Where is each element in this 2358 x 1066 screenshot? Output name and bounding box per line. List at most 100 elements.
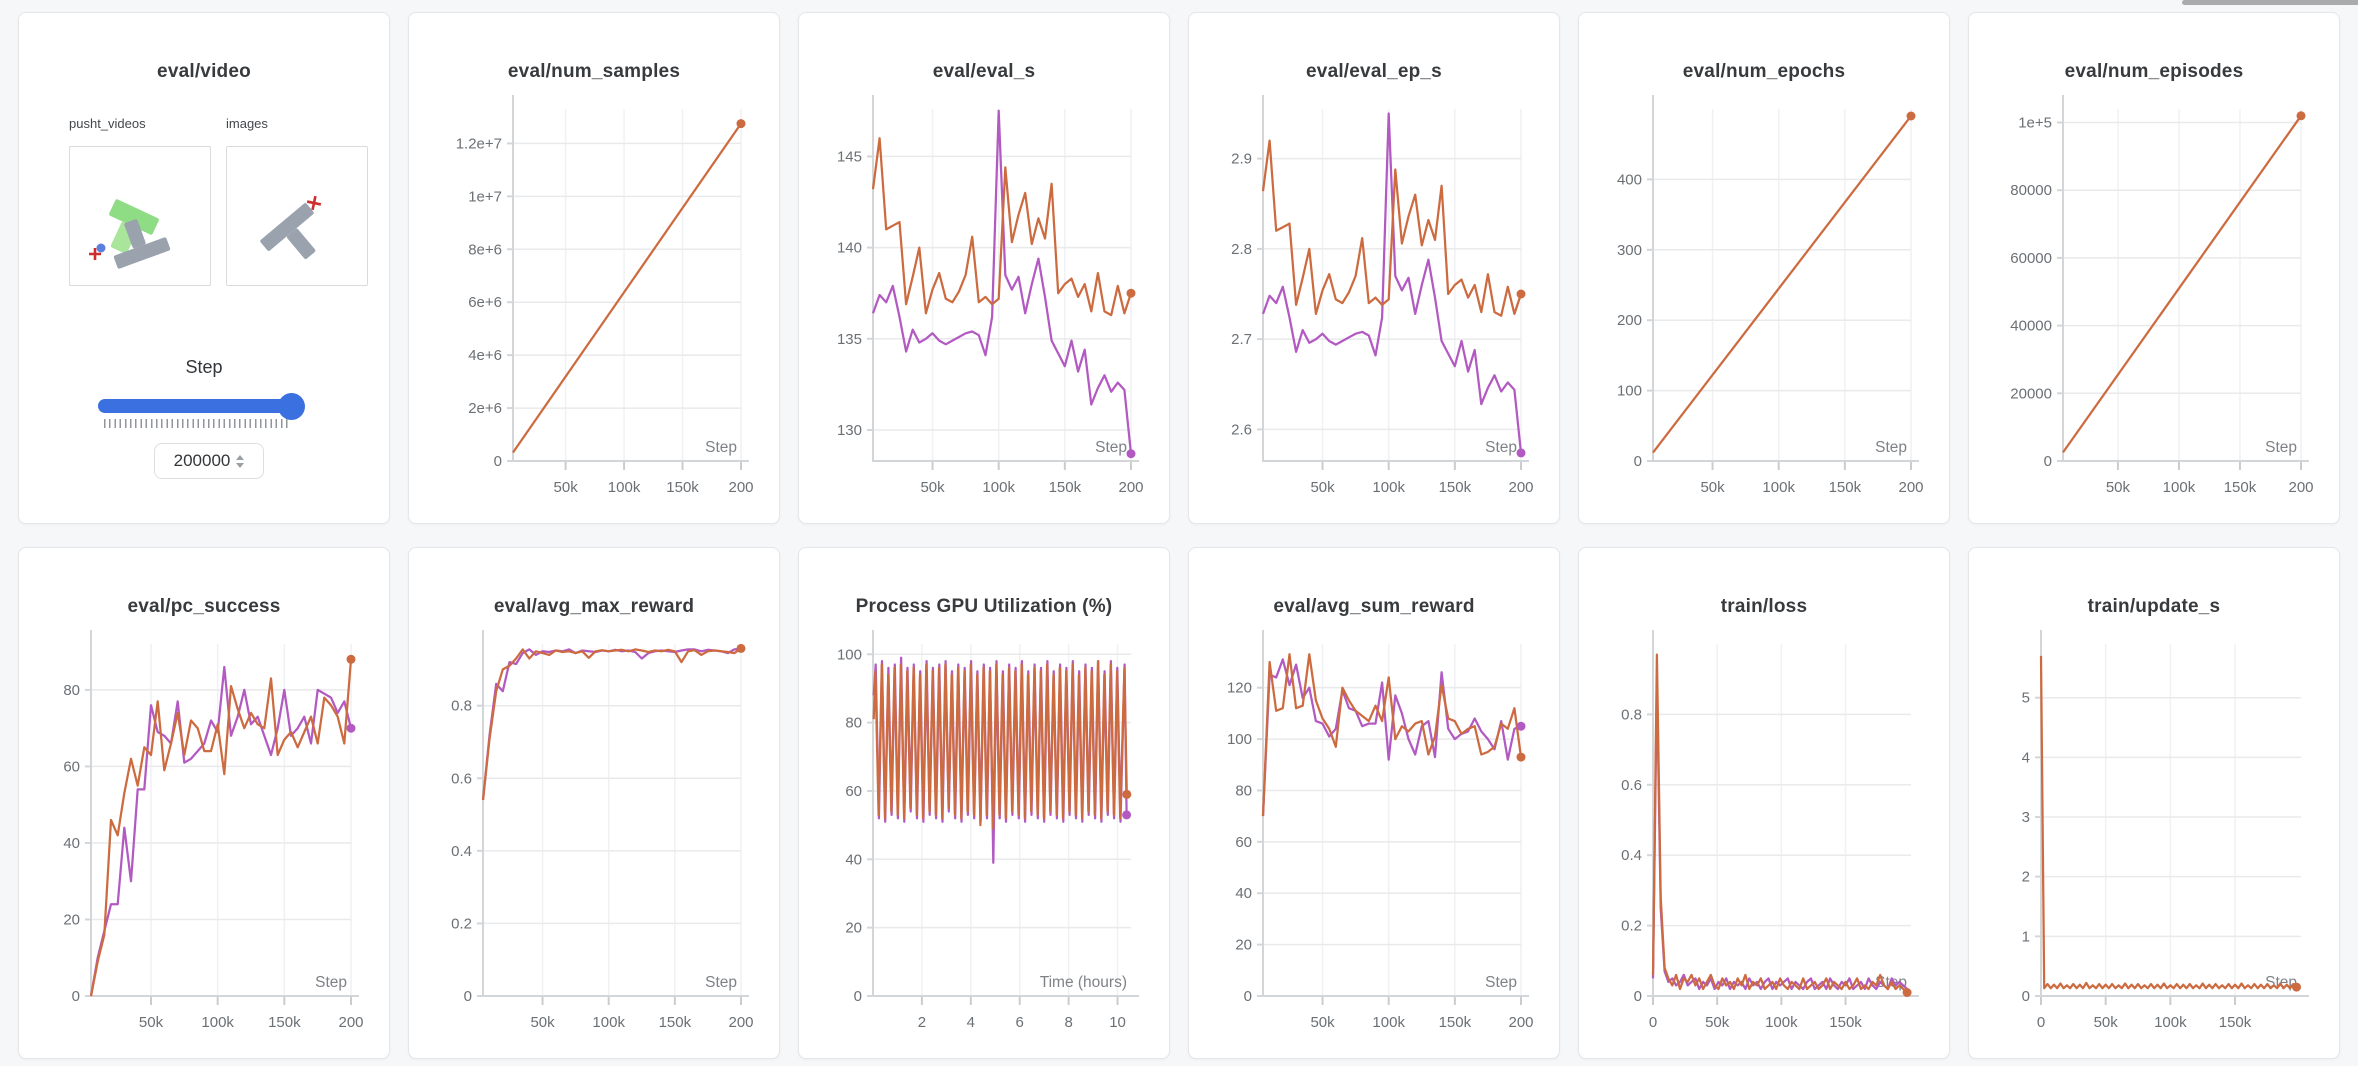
series-end-dot-orange — [1516, 752, 1526, 762]
chart-title: Process GPU Utilization (%) — [855, 596, 1113, 617]
svg-text:150k: 150k — [2219, 1014, 2252, 1031]
series-end-dot-orange — [736, 643, 746, 653]
agent-dot — [96, 243, 106, 253]
svg-text:150k: 150k — [659, 1014, 692, 1031]
svg-text:0.4: 0.4 — [451, 843, 472, 860]
svg-text:4e+6: 4e+6 — [468, 347, 502, 364]
line-chart-pc_success[interactable]: 0 20 40 60 80 50k 100k 150k 200 Step — [19, 548, 390, 1059]
svg-text:40: 40 — [1235, 885, 1252, 902]
series-end-dot-purple — [1516, 721, 1526, 731]
chart-panel-num_samples: eval/num_samples 0 2e+6 4e+6 6e+6 8e+6 1e+7 1.2… — [408, 12, 780, 524]
line-chart-eval_ep_s[interactable]: 2.6 2.7 2.8 2.9 50k 100k 150k 200 Step — [1189, 13, 1560, 524]
chart-title: eval/num_epochs — [1682, 61, 1846, 82]
svg-text:120: 120 — [1227, 680, 1252, 697]
line-chart-num_epochs[interactable]: 0 100 200 300 400 50k 100k 150k 200 Step — [1579, 13, 1950, 524]
svg-text:5: 5 — [2022, 690, 2030, 707]
svg-text:150k: 150k — [666, 479, 699, 496]
svg-text:80: 80 — [845, 715, 862, 732]
panel-eval-video: eval/video pusht_videos images — [18, 12, 390, 524]
svg-text:0: 0 — [1244, 988, 1252, 1005]
svg-text:150k: 150k — [1049, 479, 1082, 496]
svg-text:0: 0 — [1634, 453, 1642, 470]
line-chart-avg_sum_reward[interactable]: 0 20 40 60 80 100 120 50k 100k 150k 200 Step — [1189, 548, 1560, 1059]
svg-text:100: 100 — [837, 646, 862, 663]
series-line-purple — [481, 647, 742, 801]
svg-text:2.7: 2.7 — [1231, 331, 1252, 348]
panel-title: eval/video — [157, 61, 251, 82]
step-slider-ticks — [104, 419, 290, 428]
svg-text:0: 0 — [1634, 988, 1642, 1005]
svg-text:300: 300 — [1617, 242, 1642, 259]
chart-title: eval/num_episodes — [2064, 61, 2244, 82]
svg-text:0: 0 — [464, 988, 472, 1005]
series-line-orange — [871, 137, 1133, 317]
x-axis-label: Time (hours) — [1040, 974, 1127, 991]
series-line-purple — [1651, 678, 1908, 991]
chart-title: eval/pc_success — [127, 596, 281, 617]
x-axis-label: Step — [705, 439, 737, 456]
svg-text:4: 4 — [967, 1014, 975, 1031]
series-end-dot-purple — [1516, 448, 1526, 458]
svg-text:2: 2 — [918, 1014, 926, 1031]
x-axis-label: Step — [1485, 974, 1517, 991]
chart-title: eval/eval_s — [932, 61, 1036, 82]
svg-text:2.9: 2.9 — [1231, 151, 1252, 168]
svg-text:0.8: 0.8 — [451, 698, 472, 715]
step-input-stepper[interactable] — [236, 454, 245, 468]
x-axis-label: Step — [705, 974, 737, 991]
svg-text:4: 4 — [2022, 749, 2030, 766]
svg-text:20: 20 — [845, 920, 862, 937]
step-input-value[interactable]: 200000 — [173, 451, 231, 470]
series-line-orange — [1652, 115, 1912, 454]
page-scrollbar[interactable] — [2182, 0, 2358, 5]
svg-text:150k: 150k — [268, 1014, 301, 1031]
step-input[interactable]: 200000 — [154, 443, 264, 479]
x-axis-label: Step — [1095, 439, 1127, 456]
chart-panel-pc_success: eval/pc_success 0 20 40 60 80 50k 100k 150k 200 St… — [18, 547, 390, 1059]
svg-text:0: 0 — [1649, 1014, 1657, 1031]
x-axis-label: Step — [315, 974, 347, 991]
svg-text:100k: 100k — [1372, 1014, 1405, 1031]
svg-text:20: 20 — [63, 911, 80, 928]
svg-text:50k: 50k — [554, 479, 579, 496]
svg-text:200: 200 — [1508, 479, 1533, 496]
svg-text:100: 100 — [1227, 731, 1252, 748]
step-slider-label: Step — [185, 357, 223, 377]
images-scene-graphic — [260, 195, 322, 260]
svg-text:20000: 20000 — [2010, 385, 2052, 402]
svg-text:80: 80 — [63, 682, 80, 699]
step-slider[interactable] — [98, 399, 302, 413]
line-chart-eval_s[interactable]: 130 135 140 145 50k 100k 150k 200 Step — [799, 13, 1170, 524]
svg-text:200: 200 — [1617, 312, 1642, 329]
stepper-up-icon[interactable] — [236, 454, 245, 460]
pusht-video-thumbnail[interactable] — [69, 146, 211, 286]
svg-text:145: 145 — [837, 148, 862, 165]
svg-text:200: 200 — [1118, 479, 1143, 496]
svg-text:0.4: 0.4 — [1621, 847, 1642, 864]
svg-text:100k: 100k — [982, 479, 1015, 496]
chart-panel-num_episodes: eval/num_episodes 0 20000 40000 60000 80000 1e… — [1968, 12, 2340, 524]
series-line-purple — [1261, 658, 1522, 817]
svg-text:1e+7: 1e+7 — [468, 188, 502, 205]
stepper-down-icon[interactable] — [236, 462, 245, 468]
svg-text:100k: 100k — [201, 1014, 234, 1031]
series-end-dot-purple — [1122, 810, 1132, 820]
line-chart-num_episodes[interactable]: 0 20000 40000 60000 80000 1e+5 50k 100k 150k 200 S… — [1969, 13, 2340, 524]
svg-text:100k: 100k — [1372, 479, 1405, 496]
svg-text:50k: 50k — [1310, 479, 1335, 496]
series-end-dot-orange — [736, 119, 746, 129]
svg-text:40: 40 — [63, 835, 80, 852]
svg-text:1.2e+7: 1.2e+7 — [456, 135, 502, 152]
images-thumbnail[interactable] — [226, 146, 368, 286]
svg-text:100k: 100k — [1762, 479, 1795, 496]
step-slider-thumb[interactable] — [278, 393, 305, 420]
line-chart-num_samples[interactable]: 0 2e+6 4e+6 6e+6 8e+6 1e+7 1.2e+7 50k 100k 150k 20… — [409, 13, 780, 524]
line-chart-gpu_util[interactable]: 0 20 40 60 80 100 2 4 6 8 10 Time (hours) — [799, 548, 1170, 1059]
svg-text:100k: 100k — [2154, 1014, 2187, 1031]
line-chart-avg_max_reward[interactable]: 0 0.2 0.4 0.6 0.8 50k 100k 150k 200 Step — [409, 548, 780, 1059]
chart-panel-eval_ep_s: eval/eval_ep_s 2.6 2.7 2.8 2.9 50k 100k 150k 200… — [1188, 12, 1560, 524]
svg-text:8: 8 — [1064, 1014, 1072, 1031]
